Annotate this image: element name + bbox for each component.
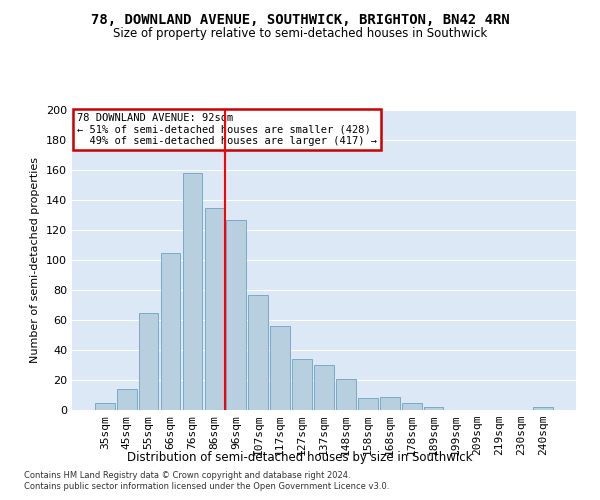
Bar [292,359,312,410]
Bar [424,407,443,410]
Text: Contains public sector information licensed under the Open Government Licence v3: Contains public sector information licen… [24,482,389,491]
Bar [358,398,378,410]
Text: 78, DOWNLAND AVENUE, SOUTHWICK, BRIGHTON, BN42 4RN: 78, DOWNLAND AVENUE, SOUTHWICK, BRIGHTON… [91,12,509,26]
Bar [380,396,400,410]
Text: 78 DOWNLAND AVENUE: 92sqm
← 51% of semi-detached houses are smaller (428)
  49% : 78 DOWNLAND AVENUE: 92sqm ← 51% of semi-… [77,113,377,146]
Bar [205,208,224,410]
Text: Distribution of semi-detached houses by size in Southwick: Distribution of semi-detached houses by … [127,451,473,464]
Y-axis label: Number of semi-detached properties: Number of semi-detached properties [31,157,40,363]
Text: Size of property relative to semi-detached houses in Southwick: Size of property relative to semi-detach… [113,28,487,40]
Bar [533,407,553,410]
Bar [248,294,268,410]
Bar [226,220,246,410]
Bar [139,312,158,410]
Bar [117,389,137,410]
Bar [402,402,422,410]
Bar [270,326,290,410]
Bar [161,252,181,410]
Bar [182,173,202,410]
Bar [336,378,356,410]
Bar [314,365,334,410]
Text: Contains HM Land Registry data © Crown copyright and database right 2024.: Contains HM Land Registry data © Crown c… [24,470,350,480]
Bar [95,402,115,410]
